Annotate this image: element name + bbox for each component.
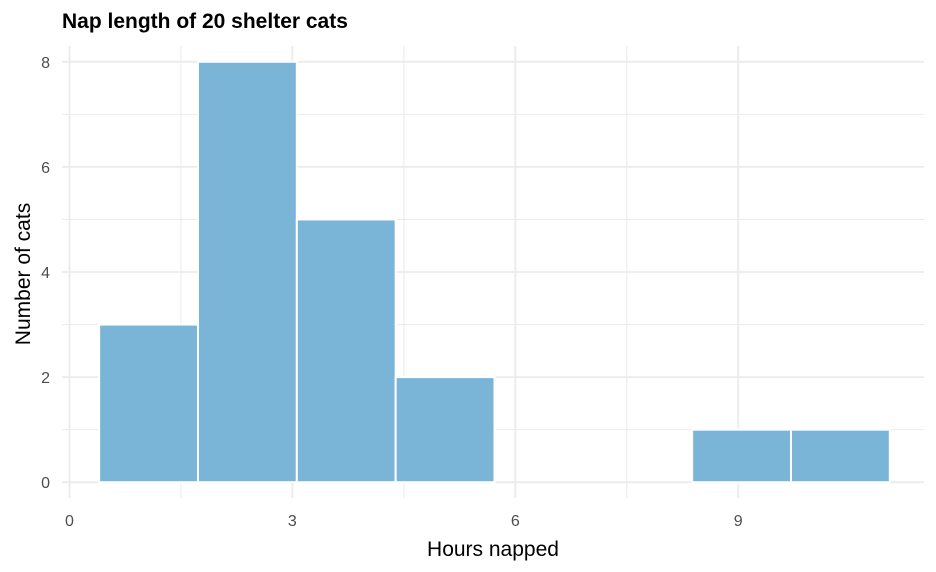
y-tick-label: 0 [41, 475, 50, 492]
histogram-bar [691, 428, 792, 484]
y-tick-label: 2 [41, 370, 50, 387]
chart-title: Nap length of 20 shelter cats [62, 10, 348, 33]
y-tick-label: 6 [41, 160, 50, 177]
y-tick-labels: 0 2 4 6 8 [41, 55, 50, 492]
y-tick-label: 8 [41, 55, 50, 72]
x-tick-labels: 0 3 6 9 [65, 513, 743, 530]
x-tick-label: 6 [511, 513, 520, 530]
x-tick-label: 3 [288, 513, 297, 530]
y-axis-title: Number of cats [12, 203, 35, 345]
x-axis-title: Hours napped [427, 538, 559, 561]
histogram-bar [196, 60, 298, 484]
y-tick-label: 4 [41, 265, 50, 282]
x-tick-label: 9 [734, 513, 743, 530]
bars [98, 60, 891, 484]
histogram-bar [789, 428, 891, 484]
histogram-bar [295, 218, 397, 484]
histogram-bar [98, 323, 199, 484]
histogram-bar [394, 376, 496, 484]
x-tick-label: 0 [65, 513, 74, 530]
